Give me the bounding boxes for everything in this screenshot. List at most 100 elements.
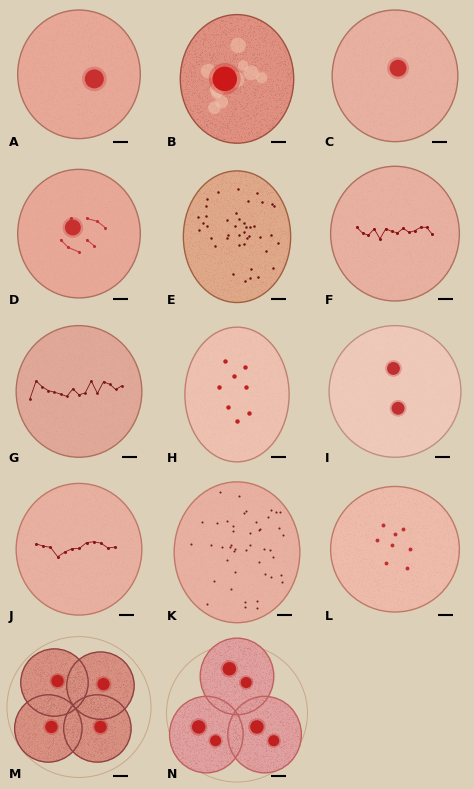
Point <box>347 269 355 282</box>
Point <box>401 520 409 533</box>
Point <box>97 540 104 552</box>
Point <box>91 483 99 495</box>
Point <box>76 172 83 185</box>
Point <box>219 743 227 756</box>
Point <box>188 239 196 252</box>
Point <box>256 533 264 546</box>
Point <box>52 256 59 269</box>
Point <box>80 236 88 249</box>
Point <box>46 735 53 747</box>
Point <box>128 548 136 560</box>
Point <box>46 336 53 349</box>
Point <box>111 84 118 96</box>
Point <box>386 498 393 510</box>
Point <box>342 234 350 246</box>
Point <box>65 443 73 456</box>
Point <box>282 75 290 88</box>
Point <box>55 707 62 720</box>
Point <box>108 537 116 550</box>
Point <box>57 175 65 188</box>
Point <box>403 8 410 21</box>
Point <box>389 517 396 529</box>
Point <box>37 32 45 45</box>
Point <box>74 185 82 197</box>
Point <box>246 653 253 666</box>
Point <box>212 661 220 674</box>
Point <box>422 563 430 576</box>
Point <box>27 264 35 276</box>
Point <box>114 674 121 686</box>
Point <box>183 512 191 525</box>
Point <box>90 514 97 527</box>
Point <box>117 266 124 279</box>
Point <box>221 17 229 30</box>
Point <box>337 379 345 391</box>
Point <box>378 531 385 544</box>
Point <box>46 540 53 552</box>
Point <box>363 173 371 185</box>
Point <box>231 59 238 72</box>
Point <box>216 21 224 33</box>
Point <box>82 333 90 346</box>
Point <box>245 537 252 550</box>
Point <box>281 208 288 221</box>
Point <box>250 727 257 739</box>
Point <box>340 394 347 406</box>
Point <box>204 499 212 511</box>
Point <box>62 178 69 190</box>
Point <box>254 701 262 713</box>
Point <box>255 121 262 133</box>
Point <box>229 533 237 545</box>
Point <box>79 236 87 249</box>
Point <box>217 395 225 408</box>
Point <box>61 660 68 672</box>
Point <box>196 525 203 537</box>
Point <box>369 576 377 589</box>
Point <box>269 39 276 51</box>
Point <box>187 410 194 423</box>
Point <box>232 636 239 649</box>
Point <box>422 236 430 249</box>
Point <box>76 680 84 693</box>
Point <box>223 358 230 371</box>
Point <box>365 43 373 56</box>
Point <box>189 711 197 724</box>
Point <box>131 530 138 543</box>
Point <box>263 274 270 286</box>
Point <box>253 359 261 372</box>
Point <box>59 550 67 563</box>
Point <box>218 90 226 103</box>
Point <box>261 352 269 365</box>
Point <box>382 420 389 432</box>
Point <box>83 265 91 278</box>
Point <box>377 600 385 612</box>
Point <box>92 383 100 395</box>
Point <box>112 204 120 216</box>
Point <box>284 246 292 259</box>
Point <box>355 587 363 600</box>
Point <box>441 107 448 120</box>
Point <box>93 605 100 618</box>
Point <box>433 207 441 219</box>
Point <box>101 537 109 549</box>
Point <box>48 706 55 719</box>
Point <box>96 692 103 705</box>
Point <box>367 527 375 540</box>
Point <box>395 182 403 195</box>
Point <box>218 55 225 68</box>
Point <box>182 537 190 549</box>
Point <box>402 189 410 202</box>
Point <box>205 24 213 37</box>
Point <box>38 211 46 223</box>
Point <box>117 431 124 443</box>
Point <box>30 707 37 720</box>
Point <box>277 573 285 585</box>
Point <box>109 715 117 727</box>
Point <box>209 331 216 343</box>
Point <box>209 379 216 391</box>
Point <box>26 713 34 726</box>
Point <box>133 364 140 376</box>
Point <box>94 710 102 723</box>
Point <box>256 125 264 138</box>
Point <box>233 674 241 686</box>
